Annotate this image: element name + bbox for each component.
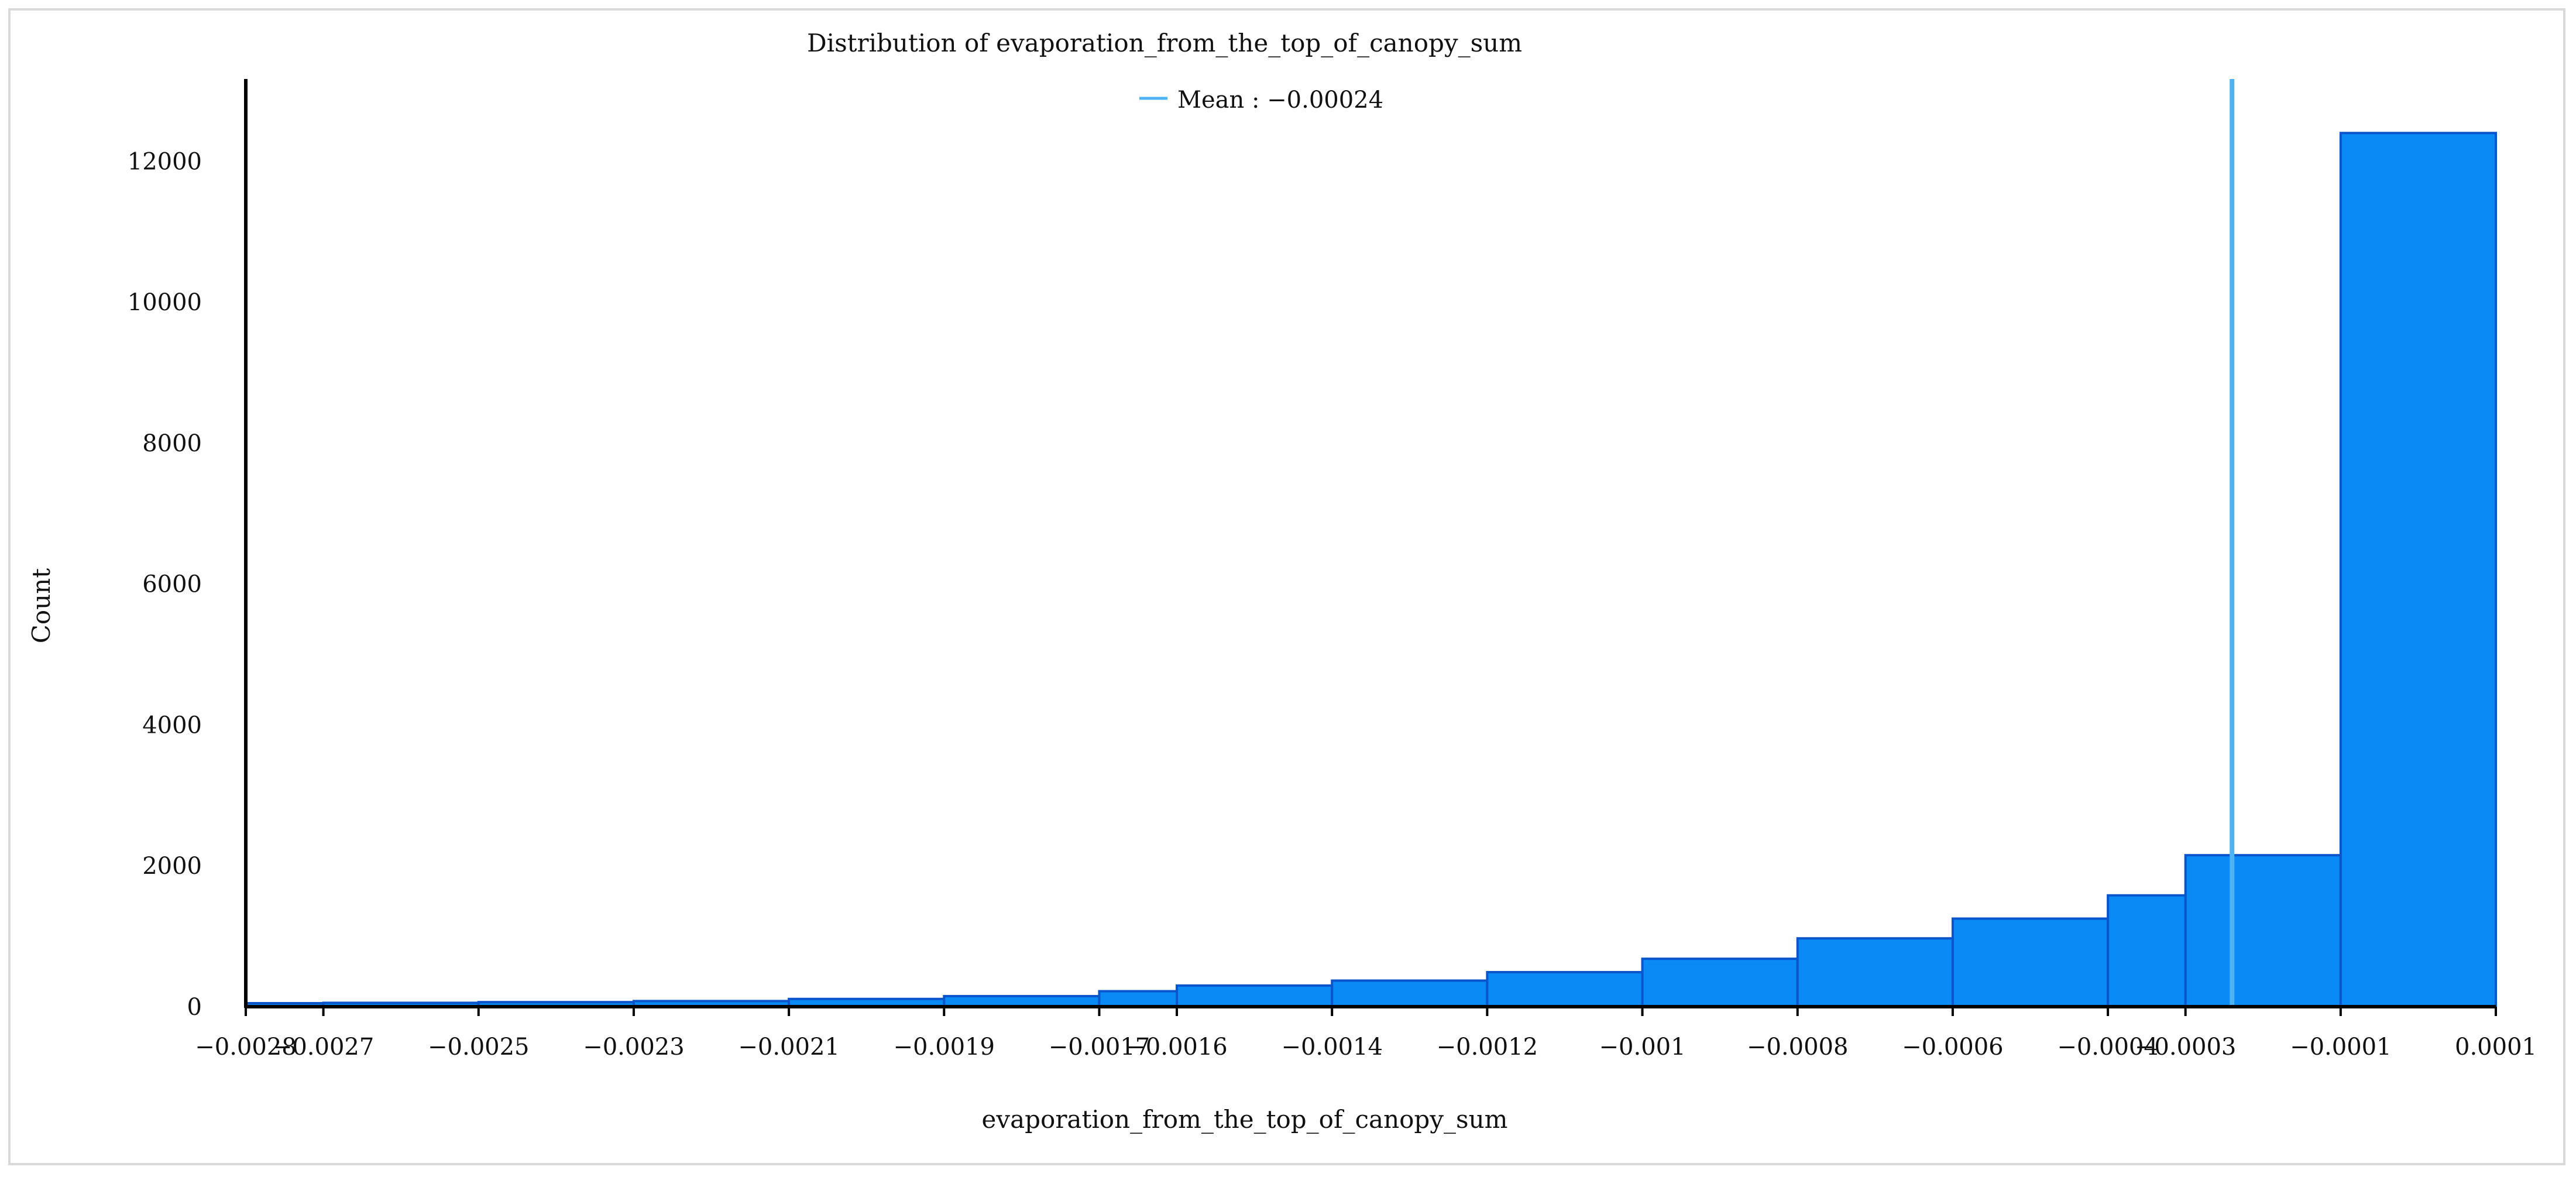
legend: Mean : −0.00024 [1139,87,1383,114]
y-tick-label: 8000 [142,430,202,457]
histogram-bar [1176,984,1334,1008]
x-tick-label: −0.0028 [195,1034,296,1061]
histogram-bar [2107,894,2187,1008]
histogram-bar [1331,979,1489,1008]
x-tick-label: −0.0012 [1437,1034,1538,1061]
chart-title: Distribution of evaporation_from_the_top… [807,29,1522,57]
histogram-bar [1486,971,1644,1008]
x-tick-label: −0.0008 [1747,1034,1848,1061]
x-tick-label: −0.0021 [738,1034,839,1061]
x-tick-label: −0.0016 [1126,1034,1227,1061]
x-tick-label: −0.0017 [1049,1034,1150,1061]
y-tick-label: 4000 [142,712,202,739]
histogram-bar [1796,937,1954,1008]
histogram-bar [2339,132,2498,1008]
x-tick-label: −0.0003 [2135,1034,2236,1061]
x-tick-label: −0.0027 [273,1034,374,1061]
x-tick-label: −0.0014 [1281,1034,1382,1061]
y-tick-labels: 0 2000 4000 6000 8000 10000 12000 [128,148,202,1021]
x-tick-label: −0.0006 [1902,1034,2003,1061]
histogram-bar [1951,917,2110,1008]
legend-label-mean: Mean : −0.00024 [1177,87,1383,114]
y-axis-title: Count [27,568,56,644]
x-tick-label: −0.0023 [583,1034,684,1061]
bars-group [245,132,2498,1008]
x-axis-title: evaporation_from_the_top_of_canopy_sum [982,1105,1508,1134]
x-tick-label: −0.0001 [2290,1034,2391,1061]
y-tick-label: 6000 [142,571,202,598]
histogram-bar [2184,854,2342,1008]
x-tick-label: −0.001 [1599,1034,1686,1061]
axes-group [244,79,2496,1008]
x-tick-label: −0.0004 [2057,1034,2158,1061]
x-tick-label: 0.0001 [2455,1034,2537,1061]
x-tick-label: −0.0025 [428,1034,529,1061]
y-tick-label: 2000 [142,853,202,880]
y-tick-label: 0 [187,994,202,1021]
histogram-bar [1641,958,1799,1008]
y-tick-label: 12000 [128,148,202,175]
x-tick-labels: −0.0028−0.0027 −0.0025 −0.0023 −0.0021 −0.00… [195,1007,2537,1061]
histogram-bar [1098,990,1179,1008]
y-tick-label: 10000 [128,289,202,316]
x-tick-label: −0.0019 [894,1034,995,1061]
